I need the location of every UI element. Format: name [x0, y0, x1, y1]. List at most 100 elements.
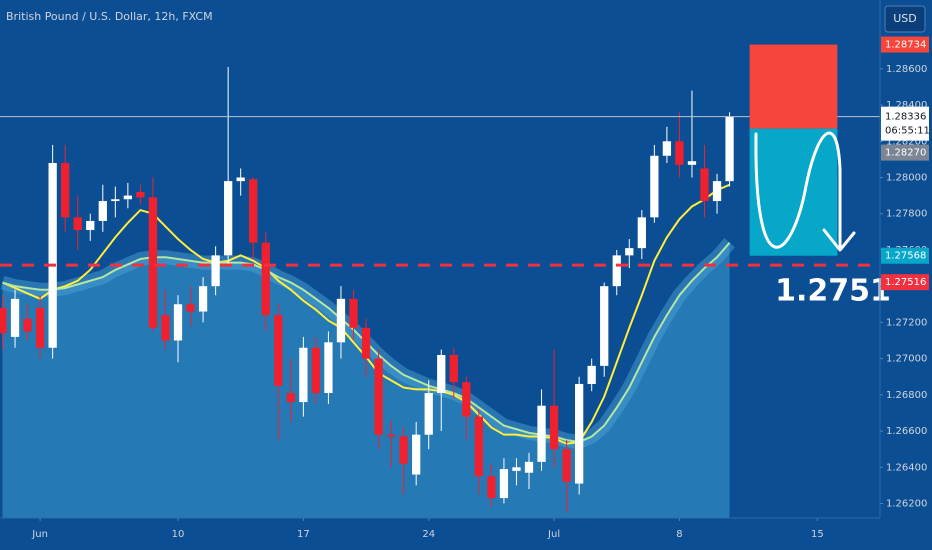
y-tick-label: 1.28000	[886, 172, 927, 183]
candle-body	[86, 220, 95, 231]
candle-body	[575, 383, 584, 484]
candle-body	[236, 177, 245, 182]
candle-body	[549, 405, 559, 450]
candle-body	[299, 347, 308, 403]
candle-body	[0, 307, 7, 334]
candle-body	[524, 461, 534, 473]
candle-body	[725, 116, 734, 182]
candle-body	[35, 307, 45, 348]
y-tick-label: 1.28400	[886, 100, 927, 111]
candle-body	[311, 347, 321, 394]
y-tick-label: 1.28600	[886, 64, 927, 75]
arrow-drawing	[754, 131, 856, 252]
last-price-box	[881, 106, 929, 141]
candle-body	[412, 434, 421, 475]
axes: 1.26200 1.26400 1.26600 1.26800 1.27000 1.272…	[31, 36, 930, 540]
price-label: 1.27516	[885, 277, 926, 288]
candle-body	[650, 155, 659, 218]
price-label: 1.28270	[885, 148, 926, 159]
x-tick-label: 15	[811, 529, 824, 540]
currency-button[interactable]	[884, 5, 926, 33]
candle-body	[499, 469, 509, 499]
price-label: 1.28734	[885, 40, 926, 51]
candle-body	[161, 315, 170, 341]
candle-body	[700, 168, 709, 202]
candle-body	[73, 217, 82, 231]
candle-body	[249, 179, 258, 243]
last-price-label: 1.28336	[885, 112, 926, 123]
candle-body	[173, 304, 183, 341]
candle-body	[662, 141, 672, 156]
candle-body	[61, 163, 70, 218]
candle-body	[374, 358, 383, 435]
candle-body	[324, 342, 333, 394]
chart-title: British Pound / U.S. Dollar, 12h, FXCM	[6, 10, 213, 23]
candle-body	[712, 181, 722, 202]
candle-body	[612, 255, 621, 287]
candle-body	[98, 201, 107, 221]
candle-body	[449, 354, 458, 383]
candle-body	[537, 405, 546, 462]
price-label-box	[881, 36, 929, 53]
candle-body	[462, 382, 471, 417]
candle-body	[675, 141, 684, 165]
price-annotation: 1.2751	[775, 274, 891, 309]
candle-body	[286, 393, 295, 403]
price-label-box	[881, 144, 929, 161]
x-tick-label: 24	[422, 529, 435, 540]
candle-body	[211, 255, 220, 287]
candle-body	[625, 248, 634, 256]
y-tick-label: 1.27000	[886, 354, 927, 365]
y-tick-label: 1.26200	[886, 499, 927, 510]
candle-body	[562, 449, 571, 482]
candle-body	[399, 436, 408, 464]
candle-body	[136, 191, 145, 198]
price-label-box	[881, 274, 929, 291]
candle-body	[424, 393, 433, 435]
candle-body	[224, 181, 233, 256]
candle-body	[474, 416, 483, 477]
candle-body	[111, 199, 120, 202]
candle-body	[349, 298, 358, 328]
candle-body	[48, 163, 57, 348]
x-tick-label: 17	[297, 529, 310, 540]
target-zone	[749, 128, 838, 256]
y-tick-label: 1.28200	[886, 136, 927, 147]
x-tick-label: Jul	[547, 529, 560, 540]
candle-body	[587, 365, 596, 384]
currency-label[interactable]: USD	[893, 12, 917, 25]
y-tick-label: 1.27800	[886, 209, 927, 220]
y-tick-label: 1.26600	[886, 426, 927, 437]
candle-body	[23, 318, 32, 332]
candle-body	[512, 467, 521, 471]
candle-body	[123, 195, 132, 200]
candle-body	[148, 197, 158, 328]
x-tick-label: Jun	[31, 529, 48, 540]
candle-body	[687, 161, 697, 165]
candle-body	[437, 354, 446, 394]
candle-body	[186, 304, 195, 312]
plot-area	[0, 67, 880, 519]
candle-body	[386, 434, 396, 437]
candle-body	[10, 298, 20, 337]
price-label: 1.27568	[885, 251, 926, 262]
candle-body	[261, 242, 270, 316]
position-tool	[749, 44, 838, 256]
countdown-label: 06:55:11	[885, 126, 930, 137]
ma-area	[2, 242, 730, 519]
y-tick-label: 1.26800	[886, 390, 927, 401]
x-tick-label: 8	[676, 529, 682, 540]
y-tick-label: 1.27200	[886, 317, 927, 328]
y-tick-label: 1.26400	[886, 462, 927, 473]
x-tick-label: 10	[172, 529, 185, 540]
candle-body	[600, 286, 609, 366]
candle-body	[361, 327, 371, 359]
stop-zone	[749, 44, 838, 129]
candle-body	[336, 298, 346, 343]
candle-body	[637, 217, 646, 249]
candle-body	[274, 315, 283, 386]
candle-body	[487, 476, 496, 499]
candle-body	[198, 286, 208, 312]
price-label-box	[881, 247, 929, 264]
